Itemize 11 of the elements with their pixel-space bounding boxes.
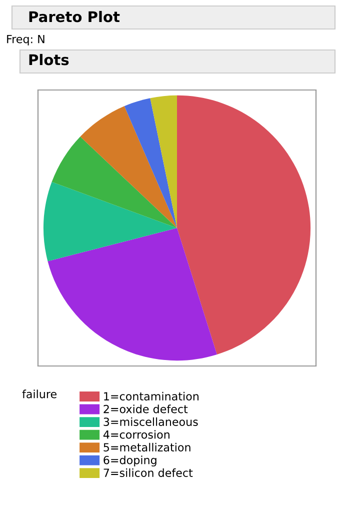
legend-label: 1=contamination [104,392,198,400]
legend-label: 6=doping [104,456,156,466]
chart-title: Pareto Plot [29,10,120,22]
legend-title: failure [22,390,56,398]
text: Plots [29,54,69,66]
chart-subtitle: Freq: N [7,34,44,46]
legend-label: 7=silicon defect [104,468,193,478]
legend-label: 3=miscellaneous [104,417,198,426]
legend-label: 4=corrosion [103,430,170,439]
legend-label: 5=metallization [104,442,190,452]
legend-label: 2=oxide defect [104,404,188,414]
